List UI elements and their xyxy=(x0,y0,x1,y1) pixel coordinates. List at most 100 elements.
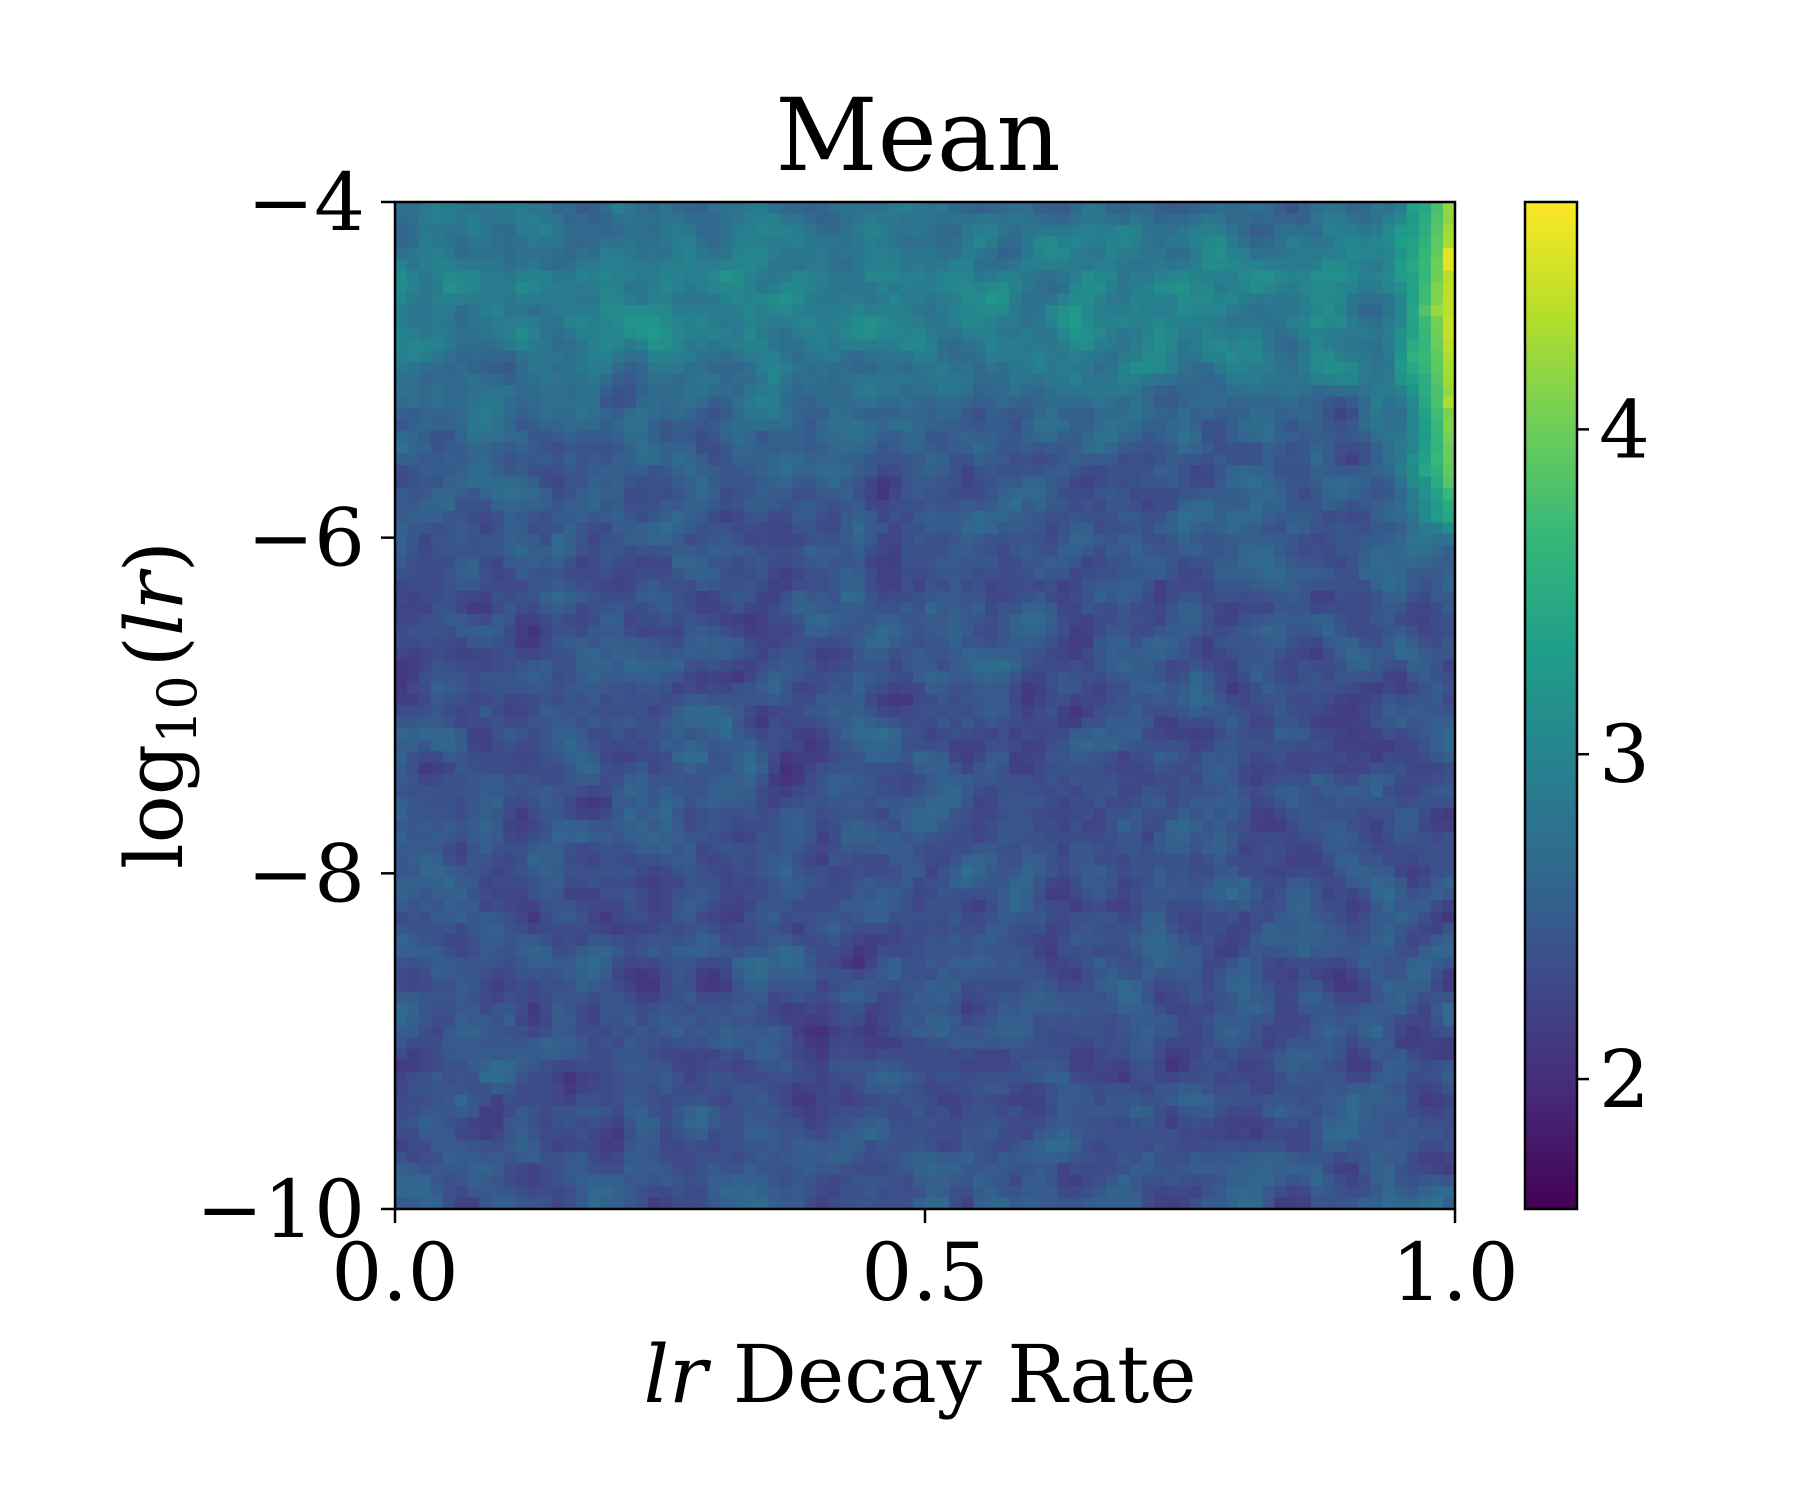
heatmap-cell xyxy=(1021,602,1035,615)
heatmap-cell xyxy=(804,304,818,318)
heatmap-cell xyxy=(575,499,589,512)
heatmap-cell xyxy=(491,694,505,707)
heatmap-cell xyxy=(780,373,794,386)
heatmap-cell xyxy=(1346,762,1360,775)
heatmap-cell xyxy=(1033,499,1047,512)
heatmap-cell xyxy=(575,510,589,524)
heatmap-cell xyxy=(563,694,577,707)
heatmap-cell xyxy=(527,819,541,832)
heatmap-cell xyxy=(1045,430,1059,443)
heatmap-cell xyxy=(804,751,818,764)
heatmap-cell xyxy=(949,202,962,215)
heatmap-cell xyxy=(1202,579,1215,592)
heatmap-cell xyxy=(563,602,577,615)
heatmap-cell xyxy=(804,510,818,524)
heatmap-cell xyxy=(780,762,794,775)
heatmap-cell xyxy=(1358,682,1372,695)
heatmap-cell xyxy=(1153,316,1167,329)
heatmap-cell xyxy=(491,453,505,466)
heatmap-cell xyxy=(563,327,577,340)
heatmap-cell xyxy=(1021,728,1035,741)
heatmap-cell xyxy=(1165,236,1179,249)
heatmap-cell xyxy=(997,407,1010,421)
heatmap-cell xyxy=(575,419,589,432)
heatmap-cell xyxy=(660,293,673,306)
heatmap-cell xyxy=(1009,259,1022,272)
heatmap-cell xyxy=(660,407,673,421)
heatmap-cell xyxy=(876,247,890,260)
heatmap-cell xyxy=(611,568,625,581)
heatmap-cell xyxy=(1298,430,1312,443)
heatmap-cell xyxy=(720,362,733,375)
heatmap-cell xyxy=(1418,613,1432,626)
heatmap-cell xyxy=(708,659,721,672)
heatmap-cell xyxy=(1322,636,1336,649)
heatmap-cell xyxy=(527,373,541,386)
heatmap-cell xyxy=(1021,751,1035,764)
heatmap-cell xyxy=(732,682,745,695)
heatmap-cell xyxy=(1346,797,1360,810)
heatmap-cell xyxy=(720,476,733,489)
heatmap-cell xyxy=(1250,282,1263,295)
heatmap-cell xyxy=(1177,716,1191,729)
heatmap-cell xyxy=(635,556,649,569)
heatmap-cell xyxy=(840,499,854,512)
heatmap-cell xyxy=(900,488,914,501)
heatmap-cell xyxy=(623,247,637,260)
heatmap-cell xyxy=(1057,602,1071,615)
heatmap-cell xyxy=(840,396,854,409)
heatmap-cell xyxy=(708,751,721,764)
heatmap-cell xyxy=(985,499,998,512)
heatmap-cell xyxy=(804,728,818,741)
heatmap-cell xyxy=(1214,739,1227,752)
heatmap-cell xyxy=(1238,304,1251,318)
heatmap-cell xyxy=(539,705,553,718)
heatmap-cell xyxy=(937,236,950,249)
heatmap-cell xyxy=(1117,442,1131,455)
heatmap-cell xyxy=(997,259,1010,272)
heatmap-cell xyxy=(1310,797,1324,810)
heatmap-cell xyxy=(1177,339,1191,352)
heatmap-cell xyxy=(1165,819,1179,832)
heatmap-cell xyxy=(479,316,492,329)
heatmap-cell xyxy=(780,476,794,489)
heatmap-cell xyxy=(840,247,854,260)
heatmap-cell xyxy=(1322,808,1336,821)
heatmap-cell xyxy=(647,739,661,752)
heatmap-cell xyxy=(1322,213,1336,226)
heatmap-cell xyxy=(1334,774,1348,787)
heatmap-cell xyxy=(1177,774,1191,787)
heatmap-cell xyxy=(780,259,794,272)
heatmap-cell xyxy=(1226,282,1239,295)
heatmap-cell xyxy=(455,339,468,352)
heatmap-cell xyxy=(1033,682,1047,695)
heatmap-cell xyxy=(804,350,818,363)
heatmap-cell xyxy=(611,316,625,329)
heatmap-cell xyxy=(864,602,878,615)
heatmap-cell xyxy=(1370,270,1384,283)
heatmap-cell xyxy=(1382,797,1396,810)
heatmap-cell xyxy=(768,247,782,260)
heatmap-cell xyxy=(611,533,625,546)
heatmap-cell xyxy=(768,751,782,764)
heatmap-cell xyxy=(973,762,986,775)
heatmap-cell xyxy=(973,797,986,810)
heatmap-cell xyxy=(864,739,878,752)
heatmap-cell xyxy=(431,304,444,318)
heatmap-cell xyxy=(949,636,962,649)
heatmap-cell xyxy=(599,385,613,398)
heatmap-cell xyxy=(864,774,878,787)
heatmap-cell xyxy=(1358,716,1372,729)
heatmap-cell xyxy=(949,259,962,272)
heatmap-cell xyxy=(455,785,468,798)
heatmap-cell xyxy=(1141,785,1155,798)
heatmap-cell xyxy=(1346,510,1360,524)
heatmap-cell xyxy=(1214,625,1227,638)
heatmap-cell xyxy=(1177,831,1191,844)
heatmap-cell xyxy=(503,556,517,569)
heatmap-cell xyxy=(852,236,866,249)
heatmap-cell xyxy=(1250,545,1263,558)
heatmap-cell xyxy=(985,648,998,661)
heatmap-cell xyxy=(395,842,408,855)
heatmap-cell xyxy=(804,247,818,260)
